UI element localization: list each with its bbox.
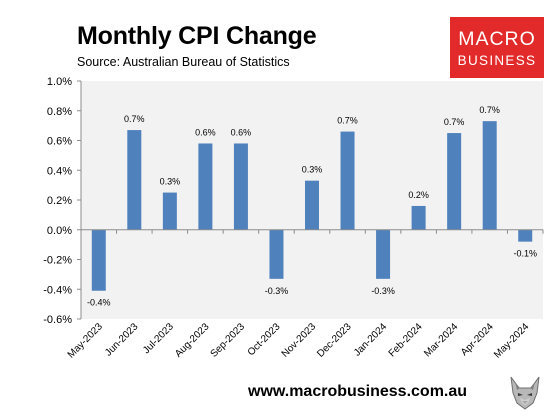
bar [162,192,177,230]
bar [411,205,426,230]
data-label: -0.3% [371,286,395,296]
data-label: -0.3% [265,286,289,296]
data-label: 0.7% [337,116,358,126]
x-tick-label: Apr-2024 [459,321,496,358]
x-tick-label: Sep-2023 [209,321,248,360]
data-label: 0.2% [408,190,429,200]
x-tick-label: May-2023 [66,321,106,361]
chart-title: Monthly CPI Change [77,22,317,50]
y-tick-label: 0.2% [47,195,72,207]
y-tick-label: 0.0% [47,225,72,237]
x-tick-label: Oct-2023 [246,321,283,358]
x-tick-label: Mar-2024 [422,321,460,359]
bar [447,133,462,230]
bar [518,229,533,242]
data-label: 0.6% [231,127,252,137]
bar [233,143,248,230]
cpi-bar-chart: 1.0% 0.8% 0.6% 0.4% 0.2% 0.0% -0.2% -0.4% -0.6% -… [43,76,544,361]
data-label: 0.7% [479,105,500,115]
x-tick-label: May-2024 [492,321,532,361]
bar [340,131,355,230]
logo-text-macro: MACRO [458,28,536,50]
x-tick-label: Aug-2023 [173,321,212,360]
x-tick-label: Jun-2023 [103,321,141,359]
y-tick-label: 0.4% [47,165,72,177]
data-label: 0.7% [444,117,465,127]
y-tick-label: 0.8% [47,106,72,118]
bar [198,143,213,230]
x-tick-label: Dec-2023 [315,321,354,360]
x-tick-label: Jul-2023 [141,321,176,356]
bar [269,229,284,279]
x-tick-label: Feb-2024 [387,321,425,359]
bar [91,229,106,291]
wolf-icon [506,373,544,411]
data-label: -0.4% [87,298,111,308]
bar [127,130,142,230]
data-label: 0.3% [160,177,181,187]
y-tick-label: 0.6% [47,136,72,148]
data-label: 0.7% [124,114,145,124]
macrobusiness-logo: MACRO BUSINESS [450,17,544,78]
x-tick-label: Jan-2024 [352,321,390,359]
bar [376,229,391,279]
website-url: www.macrobusiness.com.au [248,383,468,400]
y-tick-label: -0.6% [43,314,72,326]
data-label: 0.3% [302,165,323,175]
y-tick-label: -0.4% [43,284,72,296]
y-tick-label: 1.0% [47,76,72,88]
x-tick-label: Nov-2023 [280,321,319,360]
data-label: -0.1% [513,249,537,259]
y-tick-label: -0.2% [43,255,72,267]
bar [305,180,319,230]
bar [482,121,497,230]
chart-subtitle: Source: Australian Bureau of Statistics [77,55,290,69]
logo-text-business: BUSINESS [457,53,537,68]
data-label: 0.6% [195,127,216,137]
